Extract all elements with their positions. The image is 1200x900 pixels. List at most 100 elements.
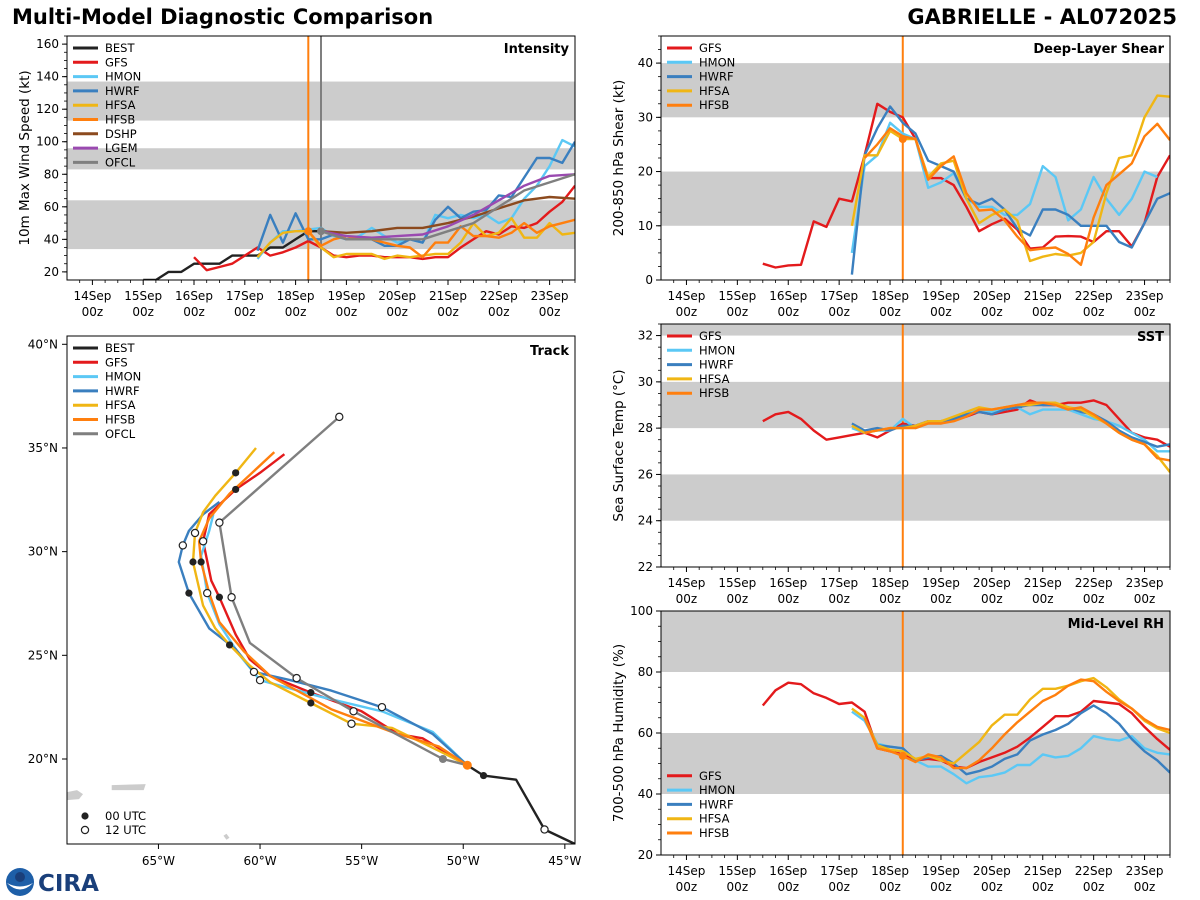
x-tick-label: 18Sep	[277, 289, 315, 303]
x-tick-label: 20Sep	[973, 576, 1011, 590]
x-tick-label: 00z	[1134, 592, 1156, 606]
track-line-hmon	[199, 514, 469, 767]
x-tick-label: 15Sep	[718, 289, 756, 303]
island-puerto-rico	[111, 784, 146, 791]
y-tick-label: 60	[638, 726, 653, 740]
y-tick-label: 60	[44, 200, 59, 214]
lat-tick-label: 25°N	[28, 648, 58, 662]
series-line-hwrf	[256, 141, 575, 252]
track-point-12utc	[203, 588, 212, 598]
x-tick-label: 00z	[981, 880, 1003, 894]
track-line-ofcl	[218, 415, 468, 767]
x-tick-label: 00z	[1083, 880, 1105, 894]
legend-label-gfs: GFS	[105, 55, 128, 69]
panel-title: Mid-Level RH	[1068, 617, 1164, 632]
track-point-00utc	[232, 485, 240, 494]
x-tick-label: 17Sep	[226, 289, 264, 303]
rh-chart: 20 40 60 80 100 14Sep 00z 15Sep 00z 16Sep 00z 17Sep…	[611, 604, 1171, 894]
x-tick-label: 00z	[1134, 880, 1156, 894]
x-tick-label: 23Sep	[1126, 289, 1164, 303]
x-tick-label: 00z	[828, 880, 850, 894]
x-tick-label: 21Sep	[1024, 576, 1062, 590]
track-line-hfsa	[191, 447, 468, 767]
lat-tick-label: 35°N	[28, 441, 58, 455]
x-tick-label: 00z	[727, 592, 749, 606]
y-axis-label: 10m Max Wind Speed (kt)	[17, 70, 33, 245]
track-init-marker	[462, 760, 472, 770]
figure-title: Multi-Model Diagnostic Comparison	[12, 5, 434, 29]
x-tick-label: 16Sep	[769, 289, 807, 303]
x-tick-label: 14Sep	[668, 576, 706, 590]
series-line-best	[143, 229, 321, 280]
legend-label-hfsa: HFSA	[105, 398, 136, 412]
x-tick-label: 14Sep	[73, 289, 111, 303]
y-tick-label: 40	[44, 232, 59, 246]
x-tick-label: 18Sep	[871, 576, 909, 590]
y-tick-label: 24	[638, 514, 653, 528]
series-line-gfs	[762, 102, 1170, 269]
island-guadeloupe	[223, 833, 230, 840]
lat-tick-label: 30°N	[28, 545, 58, 559]
x-tick-label: 00z	[336, 305, 358, 319]
x-tick-label: 22Sep	[480, 289, 518, 303]
x-tick-label: 00z	[879, 305, 901, 319]
legend-label-hfsa: HFSA	[105, 98, 136, 112]
x-tick-label: 23Sep	[531, 289, 569, 303]
legend-label-gfs: GFS	[699, 769, 722, 783]
track-point-00utc	[307, 699, 315, 707]
track-point-12utc	[198, 537, 208, 546]
init-marker	[898, 135, 907, 144]
legend-label-hfsb: HFSB	[699, 98, 729, 112]
x-tick-label: 00z	[234, 305, 256, 319]
x-tick-label: 00z	[879, 880, 901, 894]
y-tick-label: 140	[36, 70, 59, 84]
x-tick-label: 00z	[1032, 305, 1054, 319]
y-tick-label: 100	[36, 135, 59, 149]
x-tick-label: 00z	[437, 305, 459, 319]
y-tick-label: 160	[36, 37, 59, 51]
y-tick-label: 40	[638, 56, 653, 70]
panel-title: Intensity	[504, 42, 570, 57]
legend-label-hwrf: HWRF	[699, 70, 734, 84]
panel-title: SST	[1137, 330, 1164, 345]
shear-chart: 0 10 20 30 40 14Sep 00z 15Sep 00z 16Sep 00z 17Sep 00…	[611, 35, 1171, 319]
series-line-hmon	[850, 121, 1158, 254]
y-axis-label: 200-850 hPa Shear (kt)	[611, 80, 627, 237]
legend-label-hwrf: HWRF	[105, 84, 140, 98]
legend-label-best: BEST	[105, 41, 135, 55]
x-tick-label: 19Sep	[922, 864, 960, 878]
track-point-00utc	[307, 689, 315, 697]
series-line-hfsb	[864, 401, 1170, 462]
x-tick-label: 00z	[777, 305, 799, 319]
x-tick-label: 15Sep	[124, 289, 162, 303]
legend-label-ofcl: OFCL	[105, 427, 136, 441]
x-tick-label: 00z	[930, 305, 952, 319]
x-tick-label: 00z	[981, 592, 1003, 606]
track-line-best	[466, 764, 575, 844]
x-tick-label: 00z	[676, 880, 698, 894]
legend-label-lgem: LGEM	[105, 141, 138, 155]
intensity-chart: 20 40 60 80 100 120 140 160 14Sep 00z 15Sep 00z 16Se…	[17, 35, 576, 319]
y-tick-label: 40	[638, 787, 653, 801]
legend-label-ofcl: OFCL	[105, 155, 136, 169]
track-point-00utc	[215, 593, 223, 601]
series-line-lgem	[320, 173, 575, 239]
legend-label-hfsa: HFSA	[699, 812, 730, 826]
track-point-00utc	[185, 589, 193, 597]
track-point-12utc	[377, 702, 387, 712]
threshold-band	[661, 381, 1170, 429]
x-tick-label: 17Sep	[820, 864, 858, 878]
sst-frame	[660, 323, 1171, 568]
threshold-band	[661, 611, 1170, 672]
threshold-band	[661, 324, 1170, 336]
x-tick-label: 00z	[727, 880, 749, 894]
legend-label-hfsb: HFSB	[105, 413, 135, 427]
legend-label-hfsb: HFSB	[699, 826, 729, 840]
legend-label-gfs: GFS	[699, 41, 722, 55]
x-tick-label: 00z	[82, 305, 104, 319]
